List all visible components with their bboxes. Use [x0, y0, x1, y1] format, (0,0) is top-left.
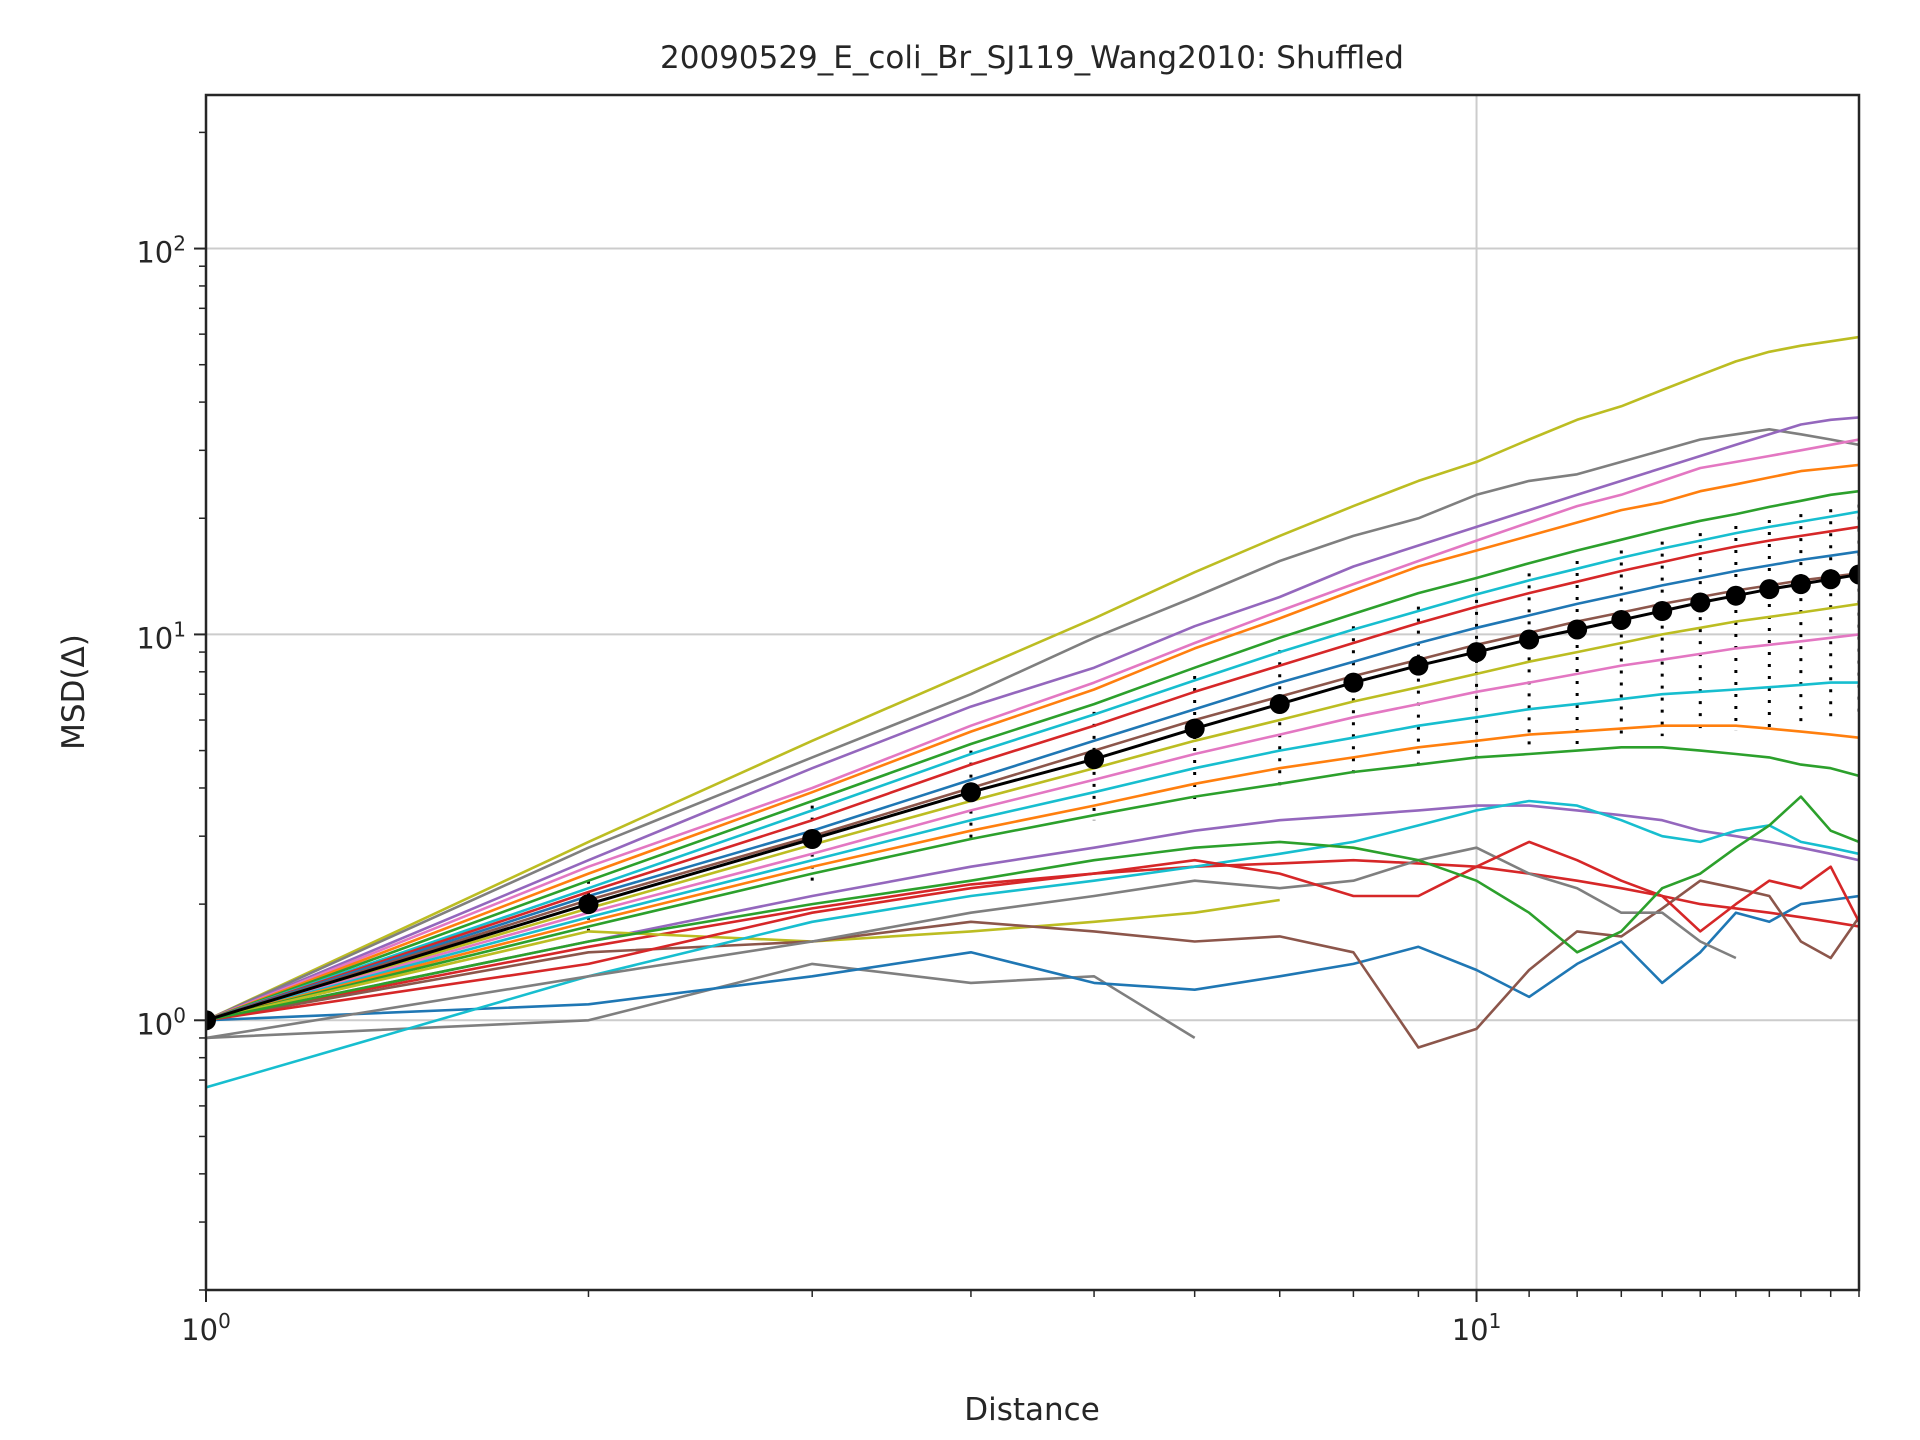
series-line: [206, 416, 1859, 1022]
mean-point: [1725, 585, 1746, 606]
chart-title: 20090529_E_coli_Br_SJ119_Wang2010: Shuff…: [660, 40, 1404, 76]
mean-point: [1690, 592, 1711, 613]
mean-point: [1652, 600, 1673, 621]
series-line: [206, 879, 1859, 1049]
mean-point: [1466, 642, 1487, 663]
mean-point: [206, 1010, 216, 1031]
series-line: [206, 840, 1859, 1022]
series-line: [206, 799, 1859, 1089]
mean-point: [1567, 619, 1588, 640]
series-line: [206, 795, 1859, 1022]
series-line: [206, 894, 1859, 1022]
series-line: [206, 550, 1859, 1022]
series-line: [206, 745, 1859, 1022]
mean-point: [1849, 564, 1859, 585]
series-line: [206, 846, 1737, 1040]
axis-ticks: 100 101 100 101 102: [136, 131, 1860, 1347]
series-line: [206, 962, 1196, 1040]
series-line: [206, 489, 1859, 1022]
mean-point: [578, 894, 599, 915]
y-axis-label: MSD(Δ): [56, 634, 92, 750]
mean-point: [1611, 609, 1632, 630]
plot-frame: [204, 93, 1861, 1292]
y-tick-label: 101: [136, 617, 186, 655]
series-line: [206, 858, 1859, 1022]
mean-point: [1343, 672, 1364, 693]
mean-point: [1759, 579, 1780, 600]
series-line: [206, 724, 1859, 1022]
mean-point: [1408, 655, 1429, 676]
mean-point: [802, 829, 823, 849]
series-line: [206, 335, 1859, 1022]
series-line: [206, 898, 1280, 1022]
mean-point: [1084, 749, 1105, 770]
series-line: [206, 525, 1859, 1022]
mean-point: [1269, 694, 1290, 715]
mean-point: [1820, 569, 1841, 590]
mean-series: [206, 564, 1859, 1031]
x-tick-label: 101: [1452, 1309, 1502, 1347]
series-line: [206, 438, 1859, 1022]
x-tick-label: 100: [181, 1309, 231, 1347]
y-tick-label: 100: [136, 1003, 186, 1041]
mean-point: [1519, 629, 1540, 650]
mean-point: [960, 782, 981, 803]
mean-point: [1184, 718, 1205, 739]
series-line: [206, 427, 1859, 1022]
x-axis-label: Distance: [964, 1392, 1100, 1428]
y-tick-label: 102: [136, 232, 186, 270]
mean-point: [1790, 574, 1811, 595]
series-line: [206, 681, 1859, 1022]
series-line: [206, 510, 1859, 1022]
series-lines: [206, 335, 1859, 1089]
series-line: [206, 463, 1859, 1022]
series-line: [206, 633, 1859, 1022]
series-line: [206, 602, 1859, 1022]
